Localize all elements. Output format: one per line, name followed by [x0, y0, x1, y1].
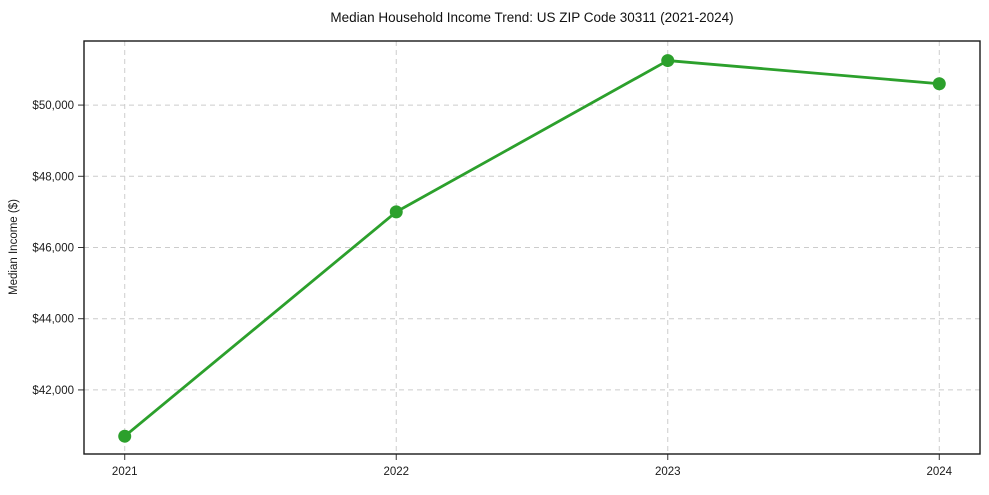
x-tick-label: 2023: [655, 466, 681, 478]
trend-line: [123, 59, 941, 438]
x-tick-label: 2022: [383, 466, 409, 478]
y-tick-label: $42,000: [32, 385, 74, 397]
series-layer: [118, 54, 946, 443]
x-tick-label: 2021: [112, 466, 138, 478]
x-tick-label: 2024: [926, 466, 952, 478]
data-point-marker: [661, 54, 675, 68]
y-tick-label: $44,000: [32, 314, 74, 326]
axis-layer: $42,000 $44,000 $46,000 $48,000 $50,000 2021 2…: [32, 40, 981, 478]
data-point-marker: [932, 77, 946, 91]
y-axis-label: Median Income ($): [8, 199, 20, 295]
data-point-marker: [389, 205, 403, 219]
y-tick-label: $48,000: [32, 171, 74, 183]
grid-layer: [84, 41, 980, 454]
data-point-marker: [118, 429, 132, 443]
chart-title: Median Household Income Trend: US ZIP Co…: [330, 10, 733, 25]
y-tick-label: $46,000: [32, 243, 74, 255]
plot-border: [83, 40, 981, 455]
y-tick-label: $50,000: [32, 100, 74, 112]
